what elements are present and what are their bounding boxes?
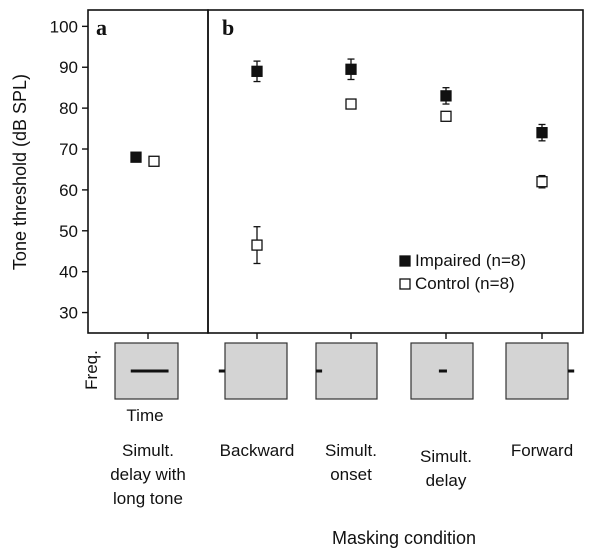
- panel-b-letter: b: [222, 15, 234, 40]
- panel-b-frame: [207, 9, 584, 334]
- y-tick-label: 100: [50, 17, 78, 36]
- x-axis-label: Masking condition: [332, 528, 476, 548]
- category-label: Simult.: [420, 447, 472, 466]
- point-control: [148, 155, 160, 167]
- legend-marker-control: [399, 278, 411, 290]
- point-impaired: [345, 63, 357, 75]
- point-control: [440, 110, 452, 122]
- stimulus-schematics: [114, 342, 575, 400]
- masker-box: [505, 342, 569, 400]
- point-control: [536, 176, 548, 188]
- point-impaired: [536, 127, 548, 139]
- masker-box: [224, 342, 288, 400]
- category-label: onset: [330, 465, 372, 484]
- category-labels: Simult. delay with long tone Backward Simult…: [110, 441, 573, 508]
- x-category-ticks: [147, 333, 543, 339]
- y-axis-label: Tone threshold (dB SPL): [10, 74, 30, 270]
- legend-label-impaired: Impaired (n=8): [415, 251, 526, 270]
- y-tick-label: 50: [59, 222, 78, 241]
- y-tick-label: 30: [59, 304, 78, 323]
- freq-label: Freq.: [82, 350, 101, 390]
- point-control: [251, 239, 263, 251]
- legend-marker-impaired: [399, 255, 411, 267]
- point-impaired: [440, 90, 452, 102]
- category-label: Simult.: [325, 441, 377, 460]
- time-label: Time: [126, 406, 163, 425]
- category-label: delay with: [110, 465, 186, 484]
- y-tick-label: 60: [59, 181, 78, 200]
- y-tick-label: 70: [59, 140, 78, 159]
- panel-a-letter: a: [96, 15, 107, 40]
- legend: Impaired (n=8) Control (n=8): [399, 251, 526, 293]
- point-impaired: [130, 151, 142, 163]
- category-label: Simult.: [122, 441, 174, 460]
- masker-box: [315, 342, 378, 400]
- panel-a-frame: [87, 9, 209, 334]
- y-axis: 30 40 50 60 70 80 90 100: [50, 17, 88, 323]
- point-impaired: [251, 65, 263, 77]
- y-tick-label: 90: [59, 58, 78, 77]
- data-marks: [130, 58, 548, 265]
- category-label: Backward: [220, 441, 295, 460]
- legend-label-control: Control (n=8): [415, 274, 515, 293]
- category-label: delay: [426, 471, 467, 490]
- point-control: [345, 98, 357, 110]
- y-tick-label: 80: [59, 99, 78, 118]
- category-label: Forward: [511, 441, 573, 460]
- y-tick-label: 40: [59, 263, 78, 282]
- category-label: long tone: [113, 489, 183, 508]
